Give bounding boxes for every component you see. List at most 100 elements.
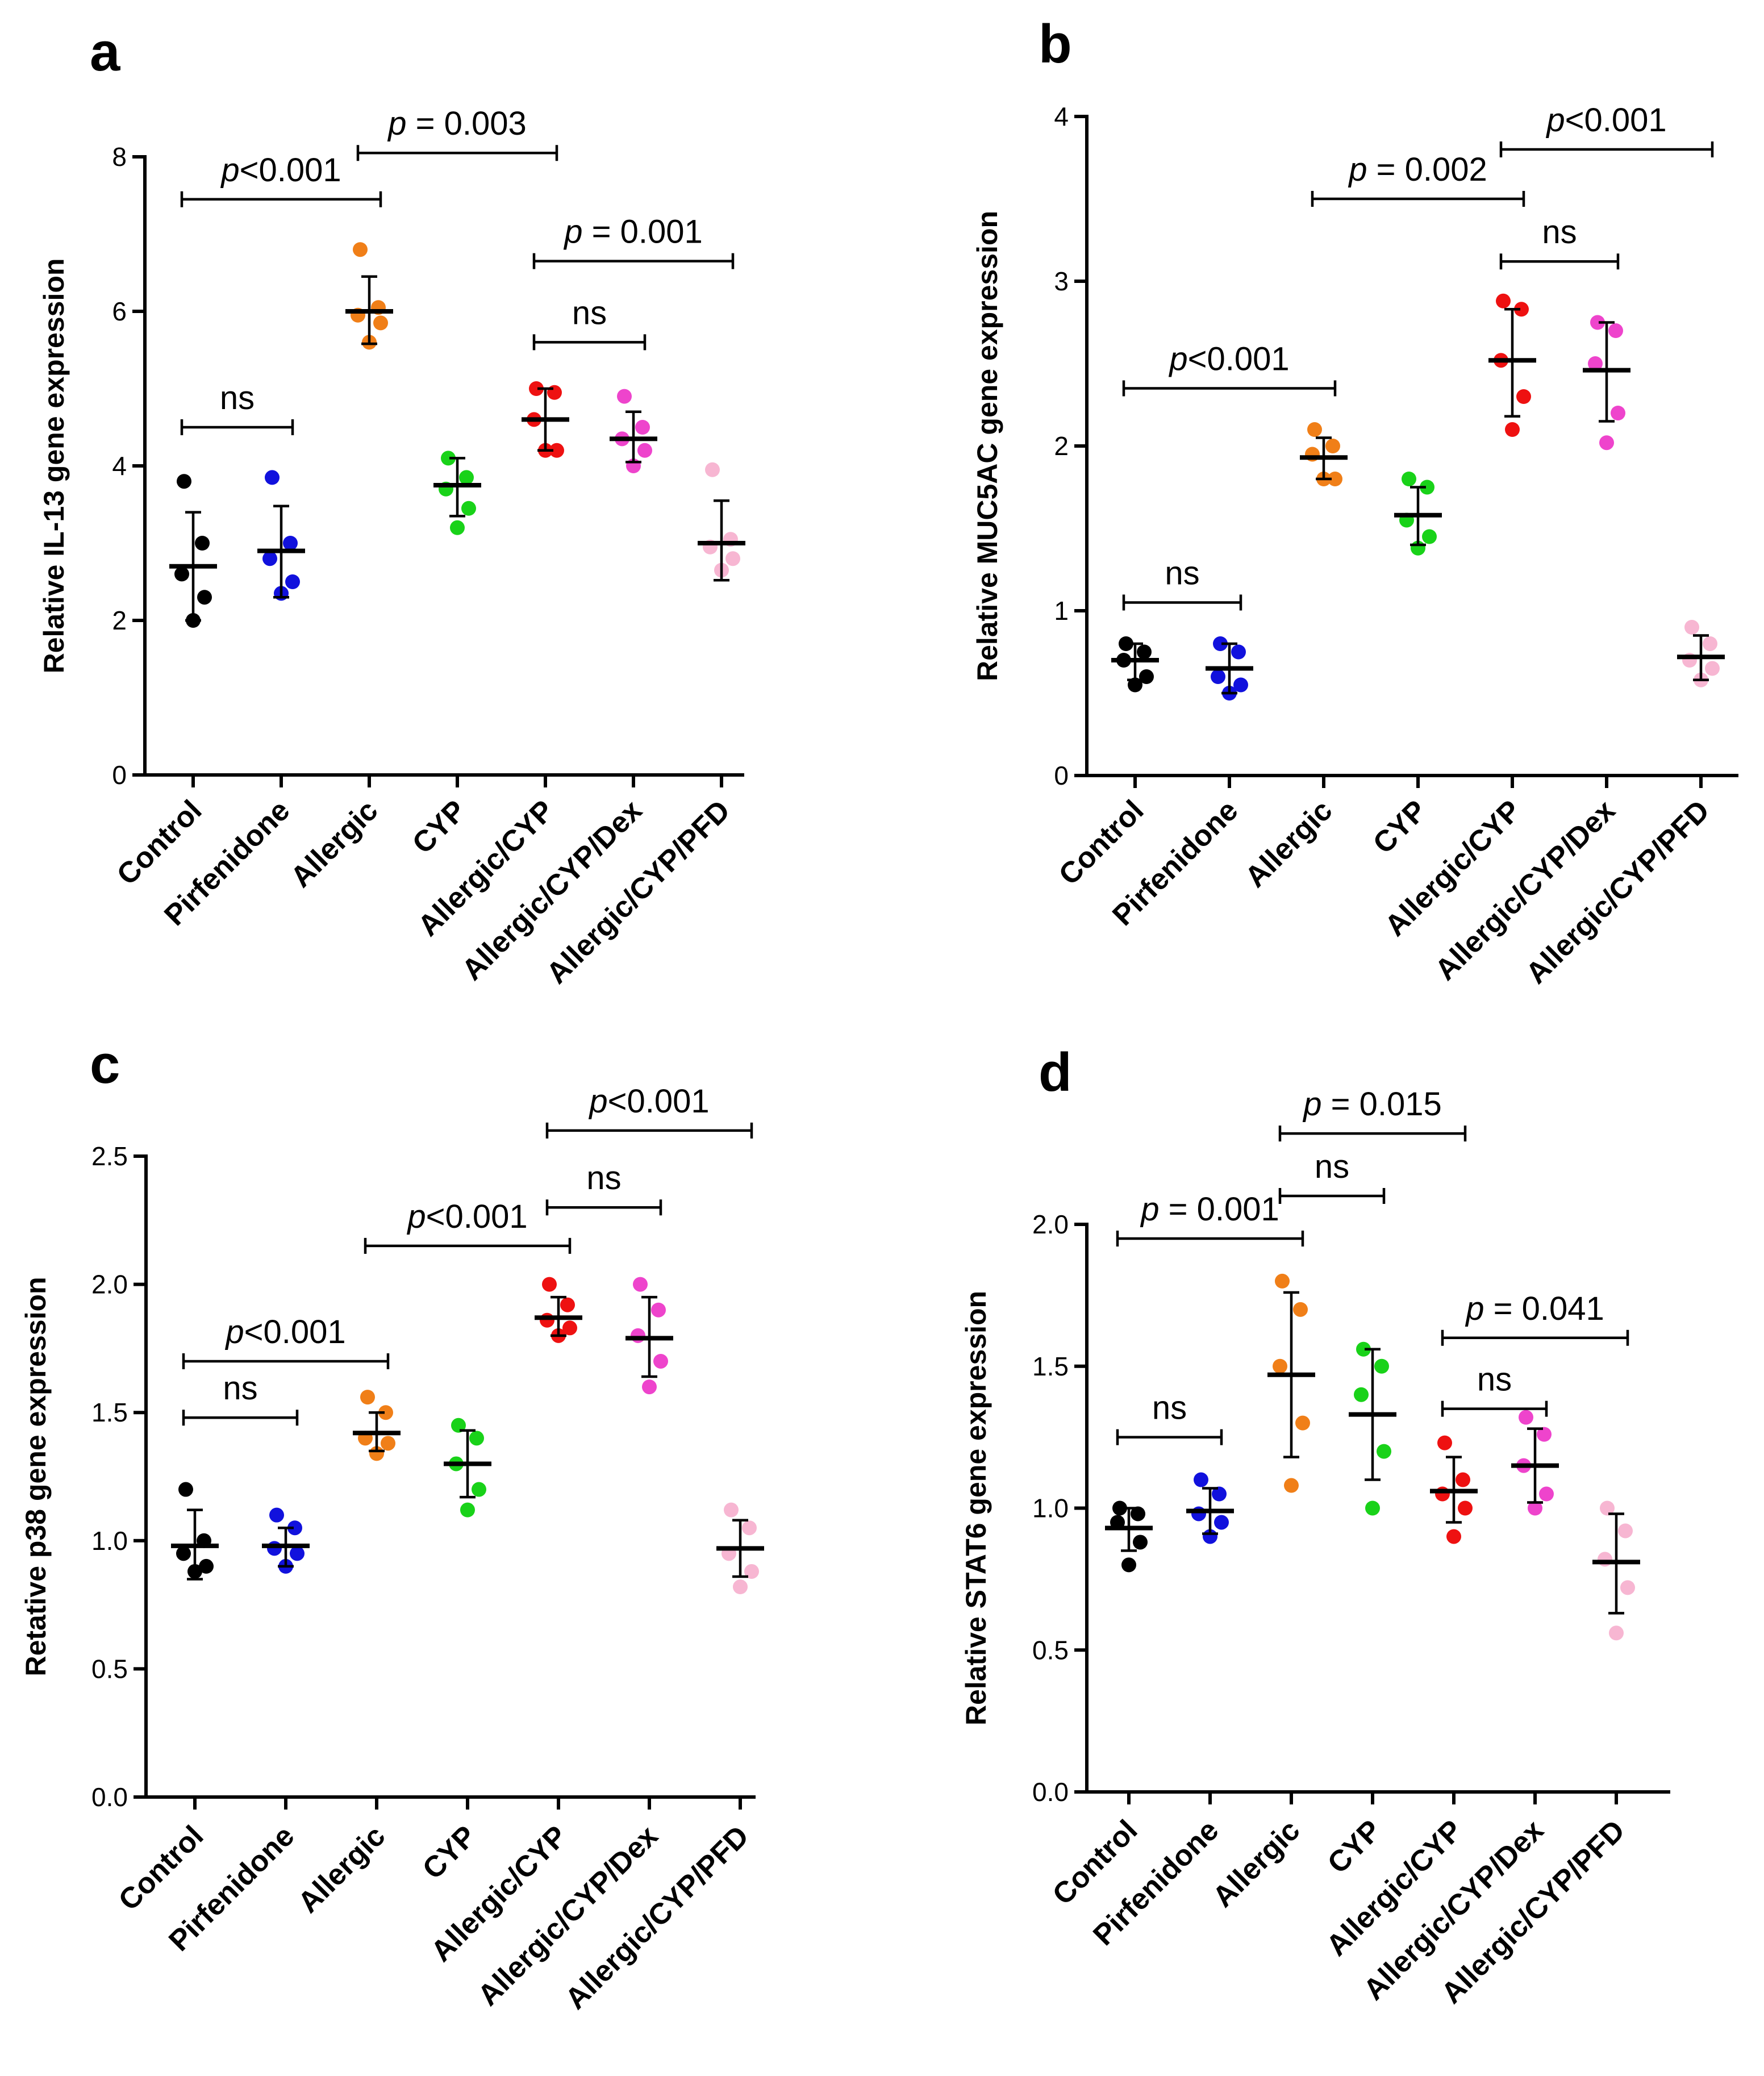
significance-annotation: p<0.001 <box>182 1314 390 1369</box>
data-point <box>1354 1387 1369 1402</box>
data-point <box>1514 302 1529 317</box>
significance-annotation: p<0.001 <box>364 1198 572 1254</box>
data-point <box>461 501 476 516</box>
group-4 <box>1394 472 1442 556</box>
y-axis-title: Retative p38 gene expression <box>20 1277 52 1676</box>
p-symbol: p <box>1545 102 1565 139</box>
y-tick-label: 0.5 <box>91 1654 128 1683</box>
data-point <box>195 536 210 551</box>
data-point <box>1112 1500 1127 1516</box>
y-tick-label: 1.0 <box>1032 1494 1069 1523</box>
p-symbol: p <box>1168 341 1187 378</box>
data-point <box>177 474 191 489</box>
p-symbol: p <box>224 1314 244 1350</box>
group-1 <box>171 1482 219 1581</box>
data-point <box>1505 422 1520 437</box>
bracket <box>1122 594 1242 611</box>
data-point <box>1420 480 1434 495</box>
annotation-label: p<0.001 <box>224 1314 345 1350</box>
bracket <box>364 1237 572 1254</box>
group-2 <box>1206 636 1253 701</box>
significance-annotation: p<0.001 <box>545 1083 753 1139</box>
data-point <box>562 1320 577 1336</box>
x-category-label: Allergic/CYP/Dex <box>1429 794 1621 986</box>
data-point <box>1191 1506 1206 1521</box>
data-point <box>1599 435 1614 451</box>
annotation-value: <0.001 <box>240 152 341 189</box>
data-point <box>633 1277 648 1292</box>
data-point <box>381 1436 395 1451</box>
data-point <box>1356 1341 1371 1357</box>
data-point <box>642 1379 657 1395</box>
x-category-label: Allergic <box>1207 1814 1307 1914</box>
annotation-label: p = 0.002 <box>1348 151 1487 188</box>
data-point <box>1131 1506 1145 1521</box>
data-point <box>547 385 562 400</box>
annotation-label: ns <box>586 1160 621 1197</box>
y-tick-label: 0 <box>112 760 127 790</box>
data-point <box>1275 1273 1290 1289</box>
data-point <box>725 551 740 566</box>
data-point <box>1618 1523 1633 1539</box>
data-point <box>1590 315 1605 330</box>
y-tick-label: 1.5 <box>91 1398 128 1427</box>
bracket <box>180 419 294 435</box>
data-point <box>441 451 456 466</box>
x-category-label: Allergic <box>292 1819 392 1919</box>
annotation-value: = 0.001 <box>1160 1191 1279 1228</box>
significance-annotation: p<0.001 <box>180 152 382 207</box>
group-7 <box>698 462 745 582</box>
data-point <box>1121 1557 1136 1573</box>
y-tick-label: 8 <box>112 142 127 172</box>
bracket <box>1116 1230 1304 1247</box>
bracket <box>1122 380 1337 397</box>
data-point <box>469 1431 484 1446</box>
annotation-value: = 0.002 <box>1367 151 1487 188</box>
y-tick-label: 0.0 <box>1032 1777 1069 1807</box>
y-tick-label: 2.5 <box>91 1141 128 1171</box>
y-tick-label: 1.5 <box>1032 1352 1069 1381</box>
bracket <box>532 253 735 269</box>
panel-c: c 0.0 0.5 1.0 1.5 2.0 2.5 Retative p38 gene exp… <box>20 1034 764 2016</box>
bracket <box>182 1353 390 1369</box>
data-point <box>1705 661 1720 676</box>
x-category-label: Control <box>1053 794 1150 891</box>
annotation-label: p = 0.003 <box>387 105 527 142</box>
data-point <box>1609 1625 1624 1641</box>
data-point <box>705 462 720 477</box>
data-point <box>651 1302 666 1318</box>
annotation-value: ns <box>572 294 607 331</box>
annotation-value: = 0.015 <box>1322 1086 1442 1123</box>
annotation-value: <0.001 <box>244 1314 346 1350</box>
p-symbol: p <box>1302 1086 1321 1123</box>
significance-annotation: ns <box>1499 214 1620 270</box>
annotation-label: ns <box>223 1370 257 1407</box>
significance-annotation: ns <box>1278 1148 1386 1204</box>
data-point <box>1119 636 1133 651</box>
annotation-value: ns <box>1152 1390 1187 1427</box>
x-category-label: Allergic <box>1239 794 1339 894</box>
y-axis-title: Relative MUC5AC gene expression <box>971 211 1003 681</box>
significance-annotation: ns <box>1116 1390 1223 1445</box>
group-5 <box>522 381 569 458</box>
data-point <box>540 1312 554 1328</box>
annotation-label: p = 0.041 <box>1465 1290 1604 1327</box>
group-4 <box>433 451 481 535</box>
panel-letter: c <box>90 1034 120 1095</box>
data-point <box>1608 323 1623 338</box>
bracket <box>182 1410 299 1426</box>
bracket <box>180 191 382 207</box>
panel-letter: b <box>1039 14 1072 74</box>
group-1 <box>169 474 217 628</box>
data-point <box>1456 1472 1470 1487</box>
data-point <box>1214 1515 1229 1530</box>
annotation-value: <0.001 <box>1188 341 1290 378</box>
data-point <box>1133 1535 1148 1550</box>
significance-annotation: p<0.001 <box>1122 341 1337 397</box>
annotation-value: ns <box>223 1370 257 1407</box>
bracket <box>1116 1429 1223 1445</box>
data-point <box>1325 439 1340 453</box>
data-point <box>1212 1486 1227 1502</box>
data-point <box>176 1546 191 1561</box>
